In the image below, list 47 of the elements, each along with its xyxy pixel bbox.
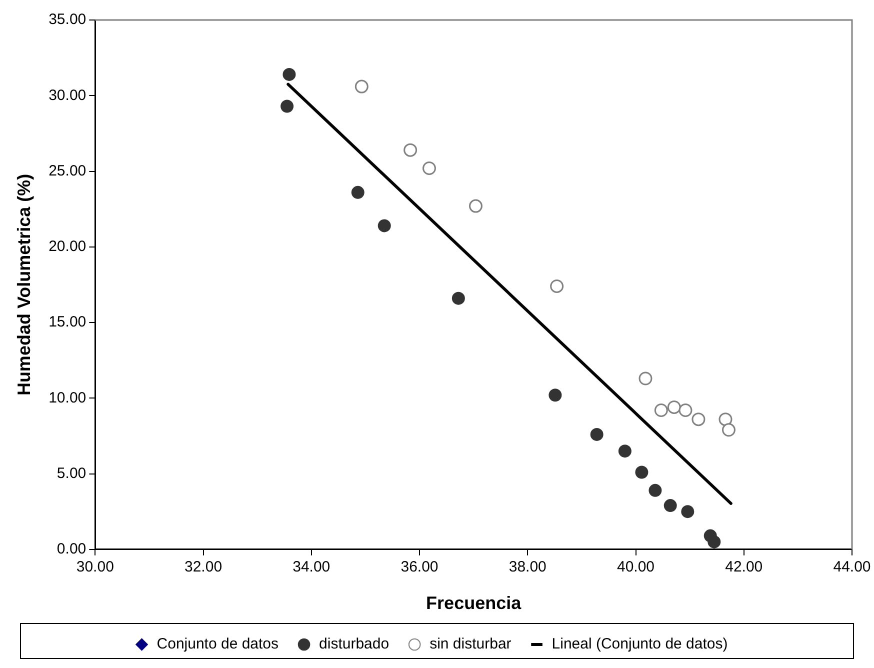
- point: [618, 444, 632, 458]
- point: [692, 412, 706, 426]
- y-tick-label: 25.00: [48, 162, 86, 180]
- point: [678, 403, 692, 417]
- point: [635, 466, 648, 479]
- point: [664, 499, 677, 512]
- point: [422, 161, 436, 175]
- point: [722, 423, 736, 437]
- point: [648, 484, 662, 497]
- point: [681, 505, 694, 518]
- x-tick-label: 36.00: [400, 558, 438, 576]
- y-tick-label: 5.00: [56, 464, 86, 482]
- point: [667, 400, 681, 414]
- point: [638, 372, 652, 386]
- point: [351, 186, 364, 199]
- legend-label: sin disturbar: [430, 636, 512, 653]
- point: [280, 100, 294, 113]
- x-tick-label: 34.00: [292, 558, 330, 576]
- point: [718, 412, 732, 426]
- x-tick-label: 40.00: [616, 558, 655, 576]
- y-tick-label: 10.00: [48, 389, 86, 406]
- point: [282, 68, 296, 81]
- point: [550, 279, 564, 293]
- point: [354, 80, 368, 94]
- x-axis-title: Frecuencia: [426, 593, 522, 614]
- y-tick-label: 15.00: [48, 314, 86, 331]
- point: [404, 143, 418, 157]
- x-tick-label: 32.00: [184, 558, 222, 576]
- legend-label: disturbado: [319, 636, 390, 653]
- point: [654, 403, 668, 417]
- legend-label: Lineal (Conjunto de datos): [552, 636, 728, 653]
- y-tick-label: 30.00: [48, 86, 86, 104]
- x-tick-label: 38.00: [508, 558, 546, 576]
- legend-label: Conjunto de datos: [156, 636, 279, 653]
- y-axis-title: Humedad Volumetrica (%): [14, 174, 34, 396]
- point: [468, 199, 482, 213]
- y-tick-label: 0.00: [56, 540, 86, 558]
- point: [378, 219, 391, 232]
- x-tick-label: 30.00: [76, 558, 114, 576]
- point: [590, 428, 604, 441]
- x-tick-label: 42.00: [725, 558, 763, 576]
- point: [548, 388, 562, 402]
- point: [452, 292, 465, 305]
- y-tick-label: 35.00: [48, 11, 86, 28]
- point: [708, 535, 721, 548]
- y-tick-label: 20.00: [48, 238, 86, 256]
- x-tick-label: 44.00: [833, 558, 871, 576]
